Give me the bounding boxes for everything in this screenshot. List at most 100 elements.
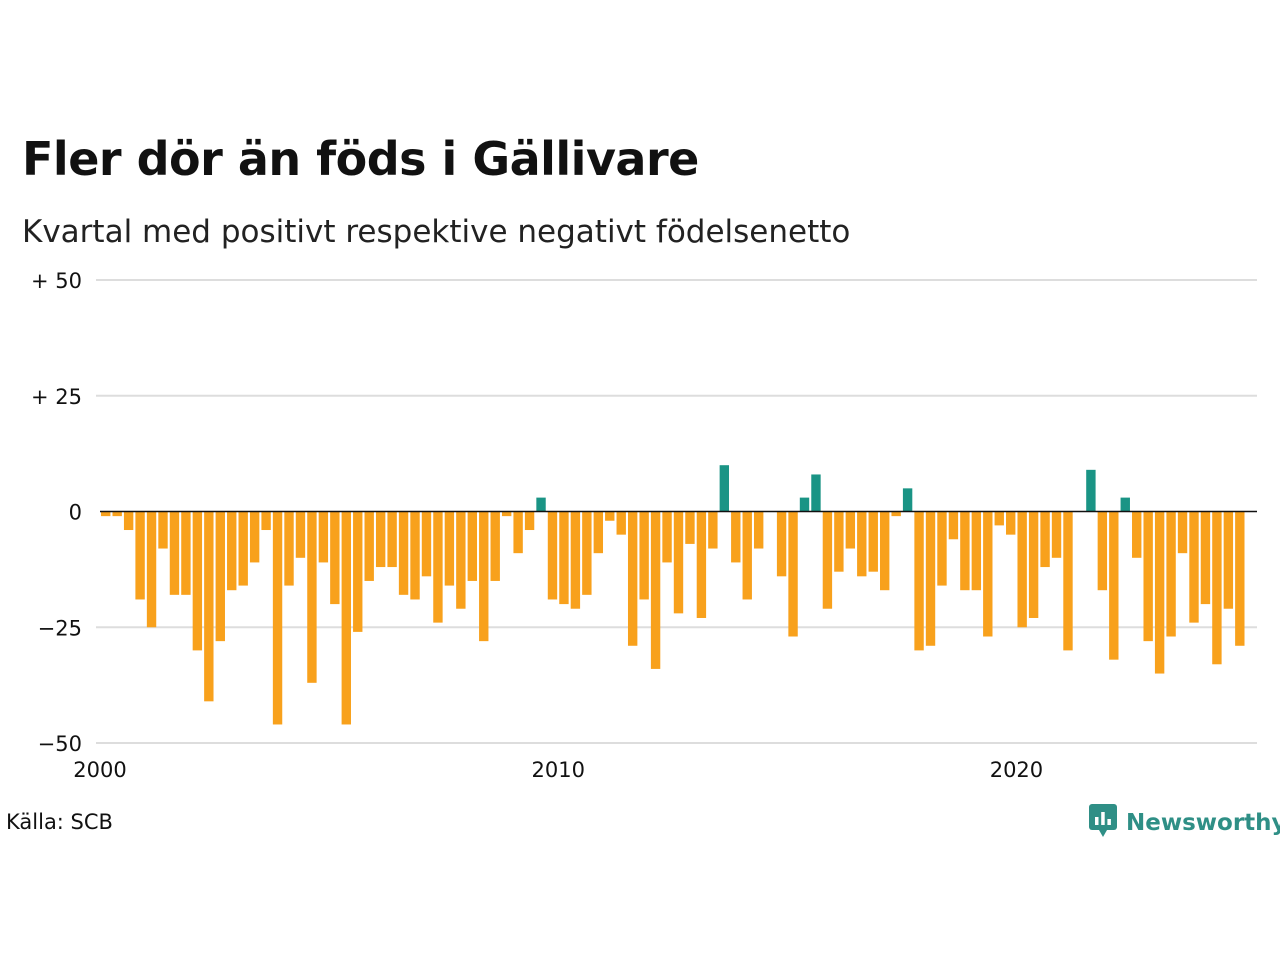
bar — [479, 511, 489, 642]
bar — [753, 511, 764, 549]
bar — [524, 511, 535, 531]
x-tick-label: 2000 — [73, 758, 126, 782]
bar — [1017, 511, 1027, 628]
bar — [971, 511, 982, 591]
bar — [662, 511, 672, 563]
chart-title: Fler dör än föds i Gällivare — [22, 132, 699, 186]
bar — [868, 511, 878, 572]
bar — [708, 511, 718, 549]
y-tick-label: + 25 — [31, 385, 82, 409]
bar — [398, 511, 409, 595]
bar — [123, 511, 134, 531]
bar — [536, 497, 546, 512]
x-tick-label: 2020 — [990, 758, 1043, 782]
bar — [192, 511, 203, 651]
bar — [330, 511, 340, 605]
bar — [1212, 511, 1222, 665]
bar — [616, 511, 626, 535]
bar — [639, 511, 649, 600]
bar — [1051, 511, 1062, 558]
bar — [914, 511, 924, 651]
bar — [467, 511, 477, 581]
bar — [318, 511, 329, 563]
bar — [261, 511, 271, 531]
bar — [204, 511, 214, 702]
brand-name: Newsworthy — [1126, 810, 1280, 836]
bar — [822, 511, 833, 609]
bar — [811, 474, 821, 512]
bar — [960, 511, 970, 591]
bar — [1028, 511, 1039, 618]
bar — [1040, 511, 1050, 568]
bar — [788, 511, 798, 637]
bar — [1143, 511, 1153, 642]
bar — [776, 511, 787, 577]
bar — [307, 511, 317, 683]
bar — [249, 511, 260, 563]
bar — [593, 511, 604, 554]
bar — [1006, 511, 1016, 535]
bar — [375, 511, 386, 568]
bar — [1235, 511, 1245, 646]
source-note: Källa: SCB — [6, 810, 113, 834]
bar — [1097, 511, 1108, 591]
bar — [295, 511, 306, 558]
bar — [158, 511, 168, 549]
bar — [673, 511, 684, 614]
bar — [582, 511, 592, 595]
bar — [444, 511, 455, 586]
bar — [983, 511, 993, 637]
bar — [227, 511, 237, 591]
bar — [146, 511, 157, 628]
bar — [605, 511, 615, 521]
bar — [364, 511, 374, 581]
bar — [501, 511, 512, 517]
bar — [891, 511, 901, 517]
bar — [135, 511, 145, 600]
bar — [731, 511, 741, 563]
bar — [834, 511, 844, 572]
bar — [994, 511, 1004, 526]
bar — [880, 511, 890, 591]
bar-chart-speech-bubble-icon — [1088, 803, 1118, 843]
bar — [272, 511, 283, 725]
bar — [627, 511, 638, 646]
bar — [1120, 497, 1130, 512]
bar — [1189, 511, 1199, 623]
bar — [570, 511, 581, 609]
bar — [1200, 511, 1211, 605]
bar — [902, 488, 913, 512]
bar — [101, 511, 111, 517]
bars — [101, 465, 1245, 725]
brand-logo: Newsworthy — [1088, 803, 1280, 843]
bar — [1166, 511, 1176, 637]
bar — [1154, 511, 1165, 674]
bar — [410, 511, 420, 600]
bar — [341, 511, 351, 725]
bar — [1223, 511, 1234, 609]
bar — [1177, 511, 1188, 554]
x-tick-label: 2010 — [531, 758, 584, 782]
bar — [284, 511, 294, 586]
bar — [845, 511, 856, 549]
y-tick-label: −50 — [38, 732, 82, 756]
bar — [547, 511, 558, 600]
bar — [559, 511, 569, 605]
bar — [181, 511, 191, 595]
bar — [685, 511, 695, 544]
bar — [696, 511, 707, 618]
bar — [925, 511, 936, 646]
y-tick-label: −25 — [38, 616, 82, 640]
bar — [421, 511, 432, 577]
y-tick-label: + 50 — [31, 269, 82, 293]
bar — [857, 511, 867, 577]
bar — [1063, 511, 1073, 651]
bar — [112, 511, 122, 517]
bar — [948, 511, 959, 540]
bar — [433, 511, 443, 623]
bar — [937, 511, 947, 586]
bar — [456, 511, 466, 609]
bar — [238, 511, 248, 586]
